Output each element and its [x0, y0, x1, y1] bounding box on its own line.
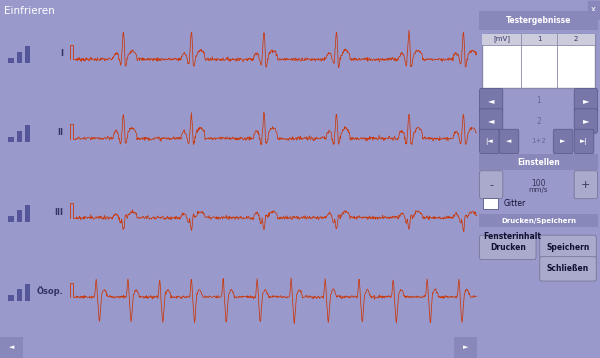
Text: [mV]: [mV]	[493, 36, 510, 42]
Bar	[479, 154, 598, 170]
Text: I: I	[61, 49, 64, 58]
Bar	[479, 214, 598, 227]
Text: Schließen: Schließen	[547, 264, 589, 274]
FancyBboxPatch shape	[479, 235, 536, 260]
FancyBboxPatch shape	[479, 171, 503, 199]
Text: ►: ►	[463, 344, 468, 350]
FancyBboxPatch shape	[479, 109, 503, 133]
Text: 2: 2	[536, 116, 541, 126]
FancyBboxPatch shape	[540, 257, 596, 281]
Text: III: III	[55, 208, 64, 217]
FancyBboxPatch shape	[553, 129, 573, 154]
Text: ◄: ◄	[488, 116, 494, 126]
Bar	[588, 1, 599, 19]
Text: |◄: |◄	[485, 138, 493, 145]
Bar	[454, 337, 477, 358]
Bar	[25, 46, 31, 63]
Bar	[0, 337, 23, 358]
FancyBboxPatch shape	[540, 235, 596, 260]
Text: 1: 1	[536, 96, 541, 105]
Text: mm/s: mm/s	[529, 188, 548, 193]
Text: Einfrieren: Einfrieren	[4, 6, 55, 16]
Bar	[8, 58, 14, 63]
Text: II: II	[58, 129, 64, 137]
FancyBboxPatch shape	[574, 109, 598, 133]
Bar	[17, 210, 22, 222]
Text: ◄: ◄	[488, 96, 494, 105]
Bar	[8, 295, 14, 301]
Bar	[17, 52, 22, 63]
Text: Gitter: Gitter	[504, 199, 526, 208]
Text: ►|: ►|	[580, 138, 588, 145]
Bar	[17, 131, 22, 142]
Bar	[8, 216, 14, 222]
Text: ◄: ◄	[9, 344, 14, 350]
Text: Ösop.: Ösop.	[37, 286, 64, 296]
FancyBboxPatch shape	[574, 88, 598, 113]
FancyBboxPatch shape	[479, 129, 499, 154]
Text: Testergebnisse: Testergebnisse	[506, 16, 571, 25]
Text: ►: ►	[560, 139, 566, 144]
Text: 100: 100	[531, 179, 546, 188]
Text: Drucken: Drucken	[490, 243, 526, 252]
Text: Drucken/Speichern: Drucken/Speichern	[501, 218, 576, 223]
Bar	[8, 137, 14, 142]
Bar	[482, 34, 595, 88]
Text: Speichern: Speichern	[547, 243, 590, 252]
FancyBboxPatch shape	[574, 171, 598, 199]
Text: -: -	[489, 180, 493, 190]
Bar	[17, 290, 22, 301]
Bar	[25, 284, 31, 301]
Text: +: +	[581, 180, 590, 190]
Bar	[483, 198, 498, 209]
FancyBboxPatch shape	[479, 88, 503, 113]
Bar	[479, 11, 598, 30]
Text: 1+2: 1+2	[531, 139, 546, 144]
Text: Fensterinhalt: Fensterinhalt	[483, 232, 541, 241]
Text: ◄: ◄	[506, 139, 512, 144]
Bar	[25, 204, 31, 222]
Text: 2: 2	[573, 36, 578, 42]
Text: 1: 1	[537, 36, 541, 42]
Bar	[482, 34, 595, 45]
Text: ►: ►	[583, 116, 589, 126]
Bar	[25, 125, 31, 142]
FancyBboxPatch shape	[499, 129, 519, 154]
Text: Einstellen: Einstellen	[517, 158, 560, 167]
FancyBboxPatch shape	[574, 129, 594, 154]
Text: x: x	[591, 5, 596, 14]
Text: ►: ►	[583, 96, 589, 105]
